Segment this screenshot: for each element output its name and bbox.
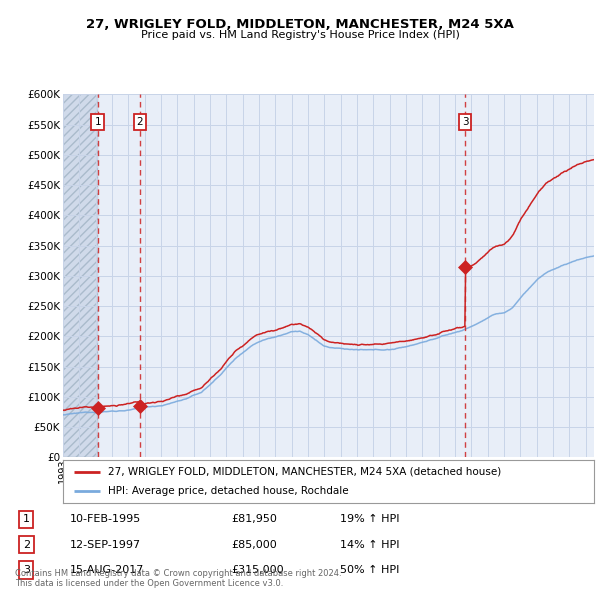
Text: Price paid vs. HM Land Registry's House Price Index (HPI): Price paid vs. HM Land Registry's House … — [140, 30, 460, 40]
Text: 10-FEB-1995: 10-FEB-1995 — [70, 514, 141, 525]
Text: 1: 1 — [94, 117, 101, 127]
Text: £85,000: £85,000 — [231, 540, 277, 550]
Text: 19% ↑ HPI: 19% ↑ HPI — [340, 514, 400, 525]
Text: Contains HM Land Registry data © Crown copyright and database right 2024.
This d: Contains HM Land Registry data © Crown c… — [15, 569, 341, 588]
Text: 50% ↑ HPI: 50% ↑ HPI — [340, 565, 400, 575]
Text: 3: 3 — [23, 565, 30, 575]
Text: 14% ↑ HPI: 14% ↑ HPI — [340, 540, 400, 550]
Text: 27, WRIGLEY FOLD, MIDDLETON, MANCHESTER, M24 5XA (detached house): 27, WRIGLEY FOLD, MIDDLETON, MANCHESTER,… — [108, 467, 502, 477]
Text: 15-AUG-2017: 15-AUG-2017 — [70, 565, 144, 575]
Text: 27, WRIGLEY FOLD, MIDDLETON, MANCHESTER, M24 5XA: 27, WRIGLEY FOLD, MIDDLETON, MANCHESTER,… — [86, 18, 514, 31]
Text: HPI: Average price, detached house, Rochdale: HPI: Average price, detached house, Roch… — [108, 486, 349, 496]
Text: 2: 2 — [23, 540, 30, 550]
Text: £315,000: £315,000 — [231, 565, 284, 575]
Text: 2: 2 — [136, 117, 143, 127]
Bar — [63, 94, 98, 457]
Text: 3: 3 — [462, 117, 469, 127]
Text: 12-SEP-1997: 12-SEP-1997 — [70, 540, 141, 550]
Text: £81,950: £81,950 — [231, 514, 277, 525]
Text: 1: 1 — [23, 514, 30, 525]
